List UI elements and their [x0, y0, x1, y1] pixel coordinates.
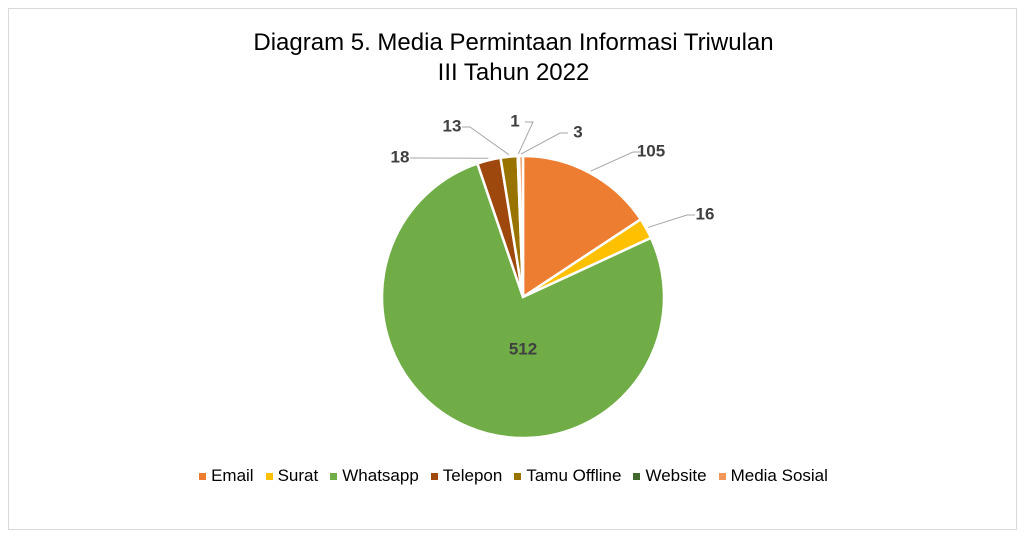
legend-label: Media Sosial: [730, 466, 828, 485]
legend-item: Surat: [265, 466, 319, 486]
legend: Email Surat Whatsapp Telepon Tamu Offline Web…: [0, 466, 1027, 486]
legend-label: Whatsapp: [342, 466, 419, 485]
chart-title: Diagram 5. Media Permintaan Informasi Tr…: [253, 29, 774, 86]
legend-swatch: [514, 472, 522, 480]
legend-item: Email: [199, 466, 254, 486]
data-label: 512: [509, 339, 537, 358]
data-label: 13: [443, 116, 462, 135]
legend-swatch: [199, 472, 207, 480]
legend-swatch: [633, 472, 641, 480]
legend-item: Whatsapp: [330, 466, 419, 486]
pie-slice: [380, 161, 666, 440]
legend-item: Media Sosial: [718, 466, 828, 486]
data-label: 3: [573, 122, 582, 141]
pie-slice: [521, 154, 643, 300]
legend-item: Telepon: [430, 466, 503, 486]
legend-label: Surat: [277, 466, 319, 485]
legend-label: Website: [645, 466, 707, 485]
data-label: 1: [510, 111, 519, 130]
legend-item: Tamu Offline: [514, 466, 621, 486]
leader-line: [520, 132, 568, 155]
leader-line: [517, 121, 534, 155]
legend-swatch: [330, 472, 338, 480]
legend-label: Tamu Offline: [526, 466, 622, 485]
data-label: 16: [696, 204, 715, 223]
legend-swatch: [265, 472, 273, 480]
legend-label: Email: [211, 466, 254, 485]
pie-slice: [517, 154, 525, 298]
chart-frame: [8, 8, 1017, 530]
legend-swatch: [430, 472, 438, 480]
legend-swatch: [718, 472, 726, 480]
data-label: 105: [637, 141, 665, 160]
data-label: 18: [391, 147, 410, 166]
legend-label: Telepon: [442, 466, 503, 485]
leader-line: [590, 151, 641, 172]
leader-line: [647, 214, 695, 228]
legend-item: Website: [633, 466, 707, 486]
leader-line: [462, 126, 510, 156]
